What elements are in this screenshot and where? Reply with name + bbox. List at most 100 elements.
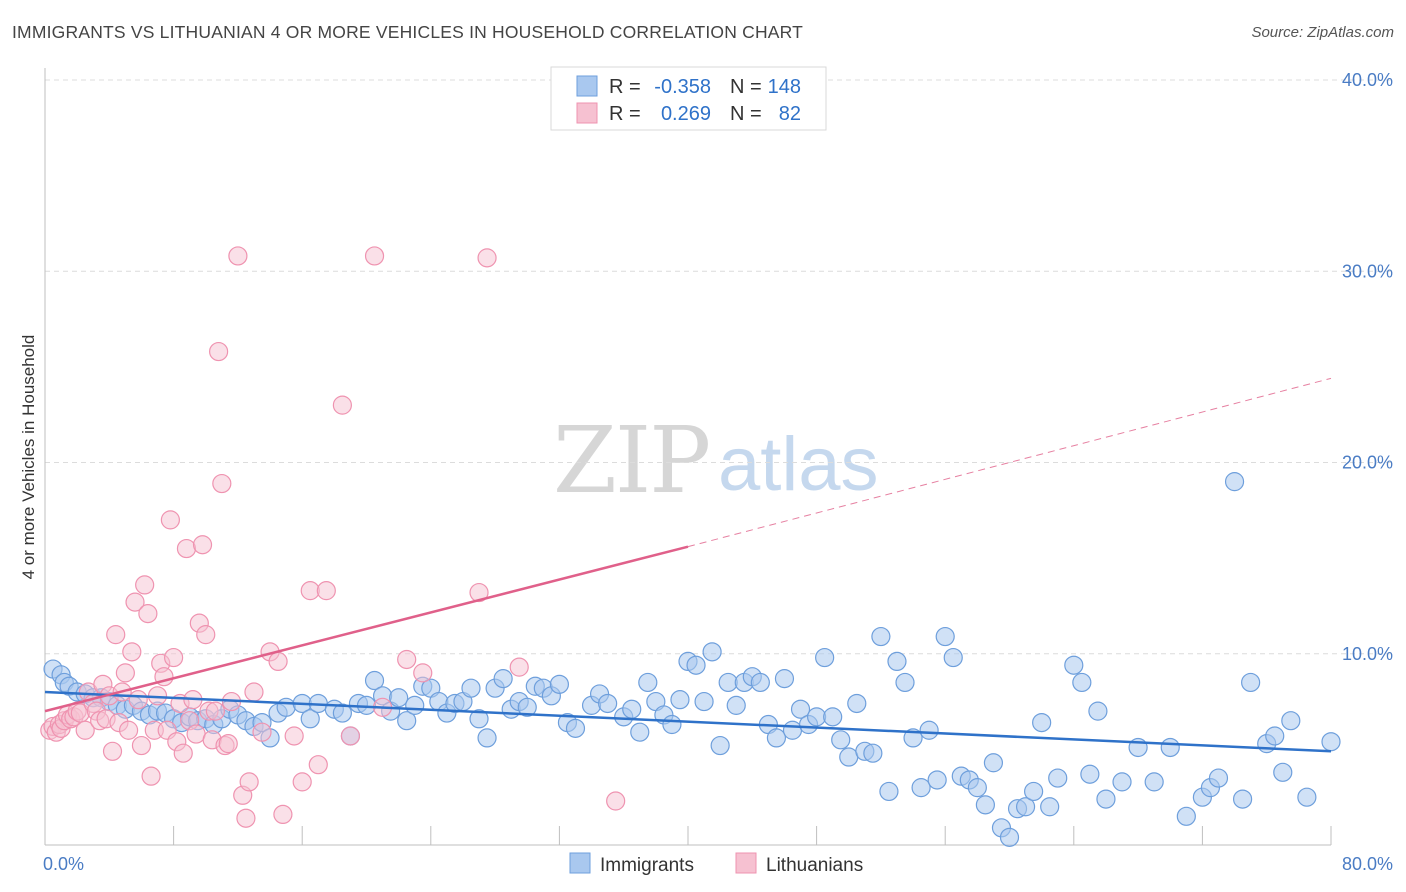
immigrants-point: [1208, 768, 1229, 788]
immigrants-point: [364, 670, 385, 691]
immigrants-point: [919, 720, 939, 740]
lithuanians-point: [292, 772, 312, 792]
y-tick-label: 30.0%: [1342, 261, 1393, 281]
lithuanians-point: [106, 625, 126, 645]
immigrants-point: [630, 722, 650, 742]
source-credit: Source: ZipAtlas.com: [1251, 24, 1394, 41]
lithuanians-point: [477, 248, 497, 268]
lithuanians-point: [284, 726, 304, 746]
immigrants-point: [1265, 726, 1285, 746]
lithuanians-point: [364, 246, 385, 266]
y-tick-label: 20.0%: [1342, 453, 1393, 473]
lithuanians-point: [606, 791, 626, 811]
immigrants-point: [517, 697, 537, 717]
lithuanians-point: [173, 743, 193, 763]
trend-lines: [44, 377, 1332, 753]
lithuanians-point: [138, 603, 158, 624]
immigrants-point: [999, 827, 1020, 847]
immigrants-point: [871, 626, 891, 647]
immigrants-point: [702, 642, 722, 662]
lithuanians-point: [273, 804, 293, 825]
lithuanians-point: [509, 657, 529, 677]
immigrants-point: [300, 709, 320, 729]
stats-lithuanians-n-value: 82: [779, 103, 801, 125]
immigrants-point: [806, 707, 827, 727]
immigrants-point: [815, 647, 835, 668]
lithuanians-point: [118, 720, 139, 740]
watermark-zip: ZIP: [553, 407, 709, 514]
lithuanians-point: [135, 575, 155, 595]
lithuanians-trend-line: [44, 545, 689, 713]
immigrants-point: [477, 728, 497, 748]
immigrants-point: [1032, 712, 1052, 733]
stats-lithuanians-n-label: N =: [730, 103, 762, 125]
gridlines: 10.0% 20.0% 30.0% 40.0%: [45, 70, 1395, 664]
lithuanians-point: [205, 701, 225, 721]
immigrants-point: [718, 672, 738, 693]
immigrants-point: [461, 678, 481, 698]
immigrants-point: [1176, 806, 1196, 826]
immigrants-point: [493, 669, 513, 689]
immigrants-point: [332, 703, 352, 723]
lithuanians-point: [397, 649, 417, 670]
lithuanians-point: [196, 625, 216, 645]
immigrants-point: [686, 655, 706, 675]
immigrants-point: [1048, 768, 1068, 788]
immigrants-point: [1281, 711, 1301, 731]
immigrants-point: [911, 778, 931, 798]
immigrants-point: [565, 718, 586, 738]
chart-title: IMMIGRANTS VS LITHUANIAN 4 OR MORE VEHIC…: [12, 22, 804, 42]
lithuanians-point: [125, 592, 145, 612]
immigrants-trend-line: [44, 690, 1332, 753]
watermark-atlas: atlas: [718, 422, 879, 507]
axes: 0.0% 80.0%: [43, 68, 1393, 874]
immigrants-point: [1160, 737, 1180, 758]
immigrants-point: [598, 693, 618, 714]
immigrants-point: [1064, 655, 1084, 675]
immigrants-point: [469, 709, 489, 729]
immigrants-point: [1273, 762, 1293, 782]
lithuanians-point: [164, 647, 184, 668]
immigrants-point: [935, 626, 955, 647]
immigrants-point: [879, 781, 899, 802]
lithuanians-point: [192, 535, 213, 555]
immigrants-point: [823, 707, 843, 727]
lithuanians-point: [236, 808, 256, 828]
immigrants-point: [887, 651, 907, 672]
immigrants-point: [1072, 672, 1092, 693]
stats-lithuanians-r-value: 0.269: [661, 103, 711, 125]
immigrants-point: [1112, 772, 1132, 792]
immigrants-point: [1088, 701, 1108, 721]
immigrants-point: [839, 747, 859, 767]
immigrants-point: [1015, 797, 1036, 817]
immigrants-points: [43, 472, 1341, 847]
immigrants-point: [389, 688, 409, 708]
immigrants-point: [1040, 797, 1060, 817]
lithuanians-point: [300, 581, 320, 601]
immigrants-point: [670, 690, 690, 710]
lithuanians-point: [469, 582, 489, 603]
immigrants-point: [710, 735, 730, 756]
legend-lithuanians-swatch: [735, 852, 757, 874]
stats-immigrants-swatch: [576, 75, 598, 97]
lithuanians-point: [128, 690, 148, 710]
immigrants-point: [774, 669, 795, 689]
y-tick-label: 40.0%: [1342, 70, 1393, 90]
y-axis-label: 4 or more Vehicles in Household: [19, 335, 38, 580]
immigrants-point: [397, 711, 417, 731]
immigrants-point: [1024, 781, 1044, 802]
legend-immigrants-label: Immigrants: [600, 855, 694, 876]
immigrants-point: [782, 720, 803, 740]
legend-lithuanians-label: Lithuanians: [766, 855, 863, 876]
lithuanians-trend-extension: [687, 377, 1332, 548]
lithuanians-point: [228, 246, 248, 266]
lithuanians-point: [244, 682, 264, 702]
immigrants-point: [694, 691, 714, 712]
immigrants-point: [790, 699, 811, 719]
immigrants-point: [638, 672, 658, 693]
stats-box: R = -0.358 N = 148 R = 0.269 N = 82: [550, 66, 827, 131]
stats-lithuanians-swatch: [576, 102, 598, 124]
immigrants-point: [847, 693, 867, 714]
lithuanians-point: [176, 538, 197, 559]
lithuanians-point: [212, 473, 232, 494]
